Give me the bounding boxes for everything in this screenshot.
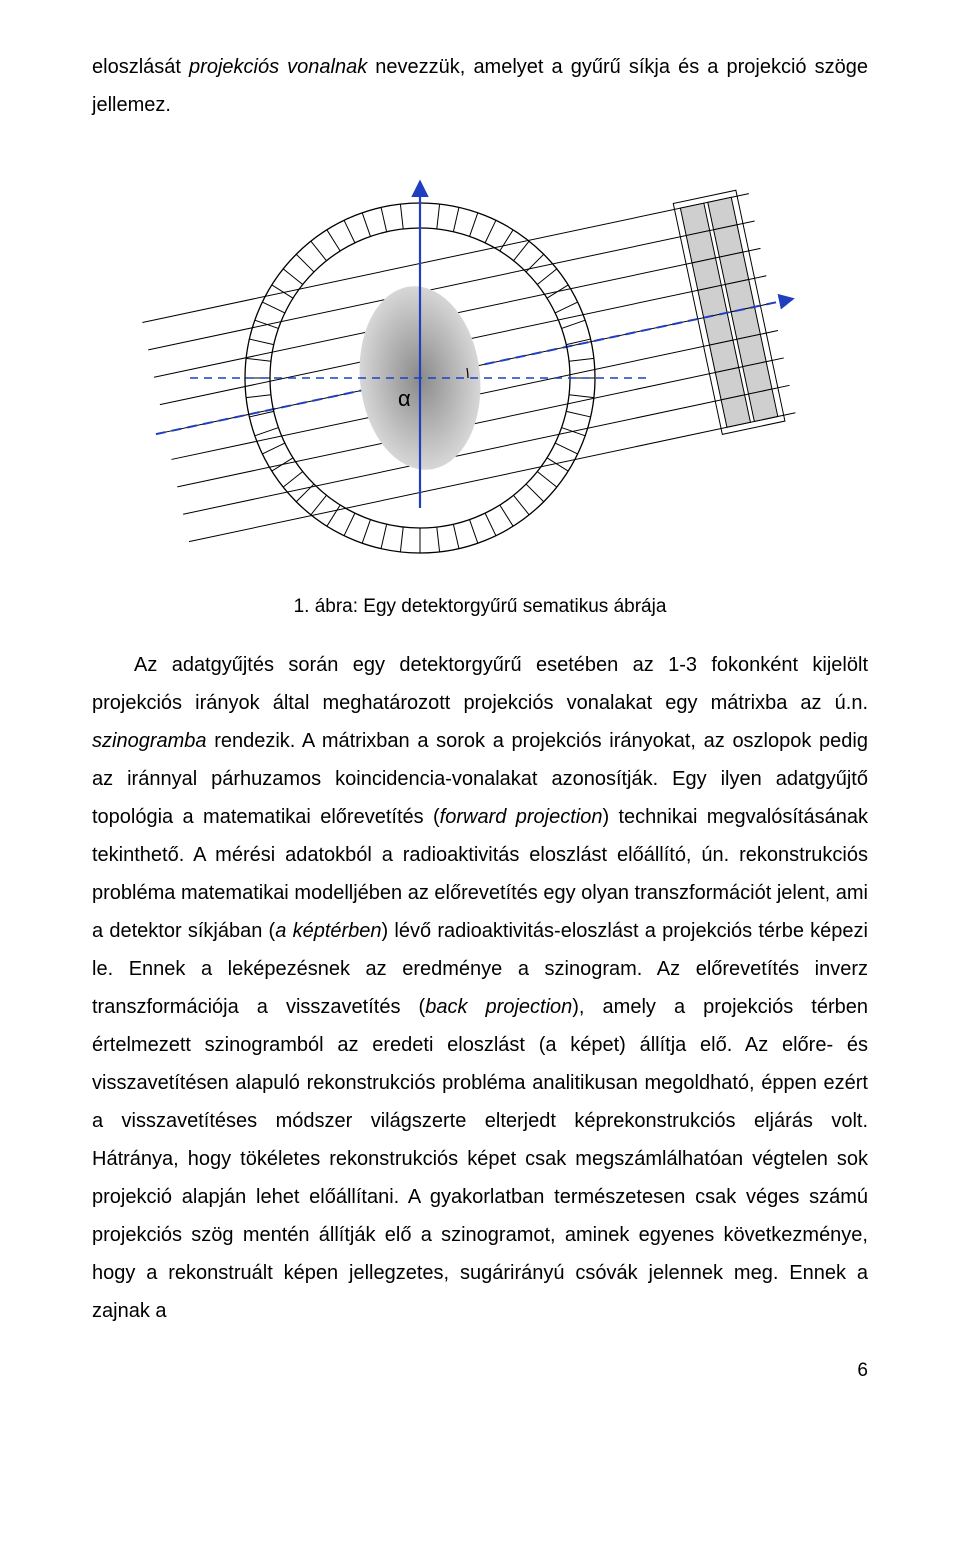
body-e: ), amely a projekciós térben értelmezett… bbox=[92, 996, 868, 1322]
figure-caption: 1. ábra: Egy detektorgyűrű sematikus ábr… bbox=[92, 596, 868, 618]
intro-text-a: eloszlását bbox=[92, 56, 189, 78]
body-i3: a képtérben bbox=[275, 920, 381, 942]
figure-container: α bbox=[92, 148, 868, 578]
body-paragraph: Az adatgyűjtés során egy detektorgyűrű e… bbox=[92, 646, 868, 1330]
figure-caption-label: 1. ábra bbox=[294, 596, 353, 617]
intro-italic-1: projekciós vonalnak bbox=[189, 56, 367, 78]
intro-paragraph: eloszlását projekciós vonalnak nevezzük,… bbox=[92, 48, 868, 124]
detector-ring-figure: α bbox=[140, 148, 820, 578]
body-i2: forward projection bbox=[440, 806, 603, 828]
figure-caption-text: : Egy detektorgyűrű sematikus ábrája bbox=[353, 596, 667, 617]
body-a: Az adatgyűjtés során egy detektorgyűrű e… bbox=[92, 654, 868, 714]
body-i1: szinogramba bbox=[92, 730, 207, 752]
body-i4: back projection bbox=[425, 996, 572, 1018]
page-number: 6 bbox=[92, 1360, 868, 1382]
svg-text:α: α bbox=[398, 386, 411, 411]
